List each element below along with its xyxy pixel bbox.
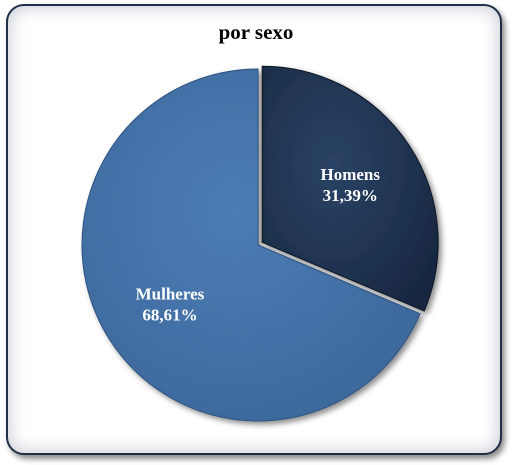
pie-slice-mulheres [81, 68, 421, 422]
chart-title: por sexo [218, 20, 294, 44]
slice-label-value-1: 68,61% [142, 305, 197, 324]
slice-label-value-0: 31,39% [323, 186, 378, 205]
slice-label-name-1: Mulheres [136, 284, 205, 303]
pie-slice-homens [261, 65, 439, 312]
slice-label-name-0: Homens [320, 165, 380, 184]
